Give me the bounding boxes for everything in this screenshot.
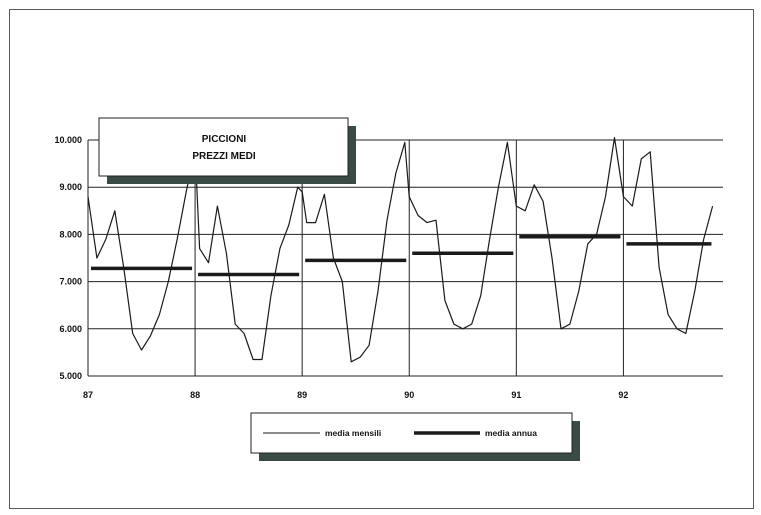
- legend-label-monthly: media mensili: [325, 428, 381, 438]
- y-tick-label: 10.000: [54, 135, 82, 145]
- x-tick-label: 91: [511, 390, 521, 400]
- y-tick-label: 9.000: [59, 182, 82, 192]
- legend: media mensili media annua: [250, 412, 580, 461]
- y-tick-label: 8.000: [59, 229, 82, 239]
- x-tick-label: 92: [618, 390, 628, 400]
- x-tick-label: 89: [297, 390, 307, 400]
- x-tick-label: 88: [190, 390, 200, 400]
- legend-label-annual: media annua: [485, 428, 537, 438]
- chart-title-line-1: PICCIONI: [202, 134, 247, 145]
- x-tick-label: 87: [83, 390, 93, 400]
- y-tick-label: 6.000: [59, 324, 82, 334]
- chart-title-line-2: PREZZI MEDI: [192, 151, 256, 162]
- y-tick-label: 5.000: [59, 371, 82, 381]
- x-tick-label: 90: [404, 390, 414, 400]
- x-axis-ticks: 87 88 89 90 91 92: [83, 390, 628, 400]
- y-axis-ticks: 5.000 6.000 7.000 8.000 9.000 10.000: [54, 135, 82, 381]
- chart-title-box: PICCIONI PREZZI MEDI: [98, 117, 356, 184]
- title-box: [98, 117, 349, 177]
- y-tick-label: 7.000: [59, 277, 82, 287]
